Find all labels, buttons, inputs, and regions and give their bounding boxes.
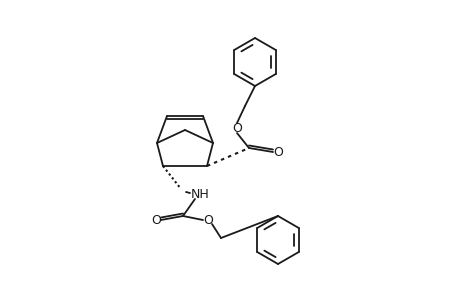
Text: NH: NH [190, 188, 209, 200]
Text: O: O [151, 214, 161, 226]
Text: O: O [273, 146, 282, 158]
Text: O: O [231, 122, 241, 134]
Text: O: O [202, 214, 213, 226]
